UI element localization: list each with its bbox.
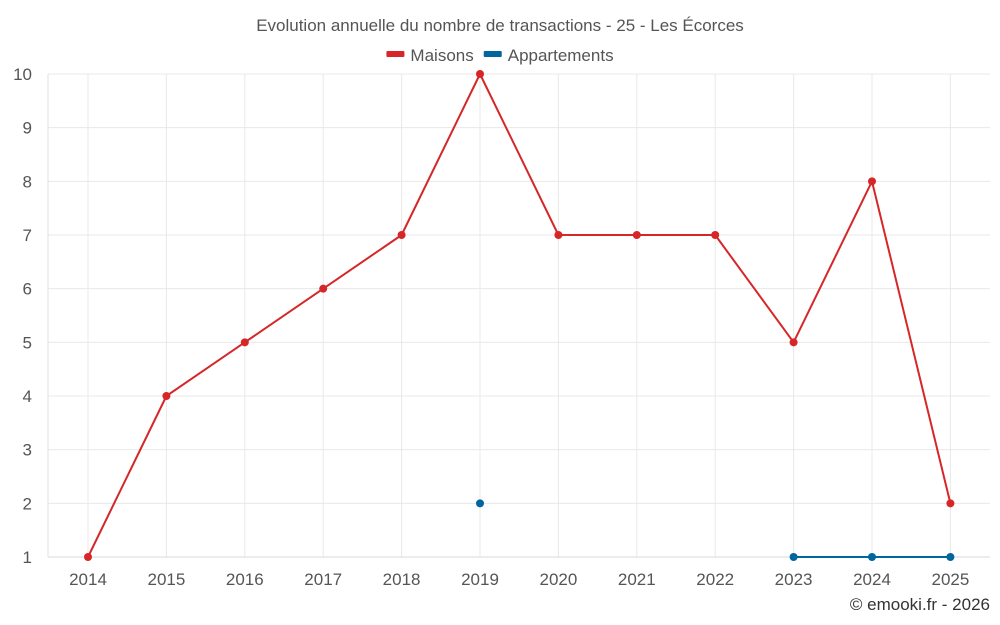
data-point-appartements bbox=[476, 499, 484, 508]
legend-swatch bbox=[483, 51, 502, 57]
credit: © emooki.fr - 2026 bbox=[850, 595, 990, 614]
data-point-maisons bbox=[240, 338, 249, 347]
data-point-maisons bbox=[84, 553, 92, 561]
data-point-maisons bbox=[789, 338, 798, 347]
x-tick-label: 2015 bbox=[147, 570, 185, 589]
data-point-maisons bbox=[868, 177, 876, 186]
y-tick-label: 7 bbox=[23, 226, 32, 245]
data-point-appartements bbox=[946, 553, 955, 561]
x-tick-label: 2016 bbox=[226, 570, 264, 589]
x-tick-label: 2014 bbox=[69, 570, 107, 589]
series-line-maisons bbox=[87, 73, 952, 558]
grid bbox=[47, 73, 990, 558]
chart-title: Evolution annuelle du nombre de transact… bbox=[256, 16, 744, 35]
series-maisons bbox=[84, 70, 955, 561]
y-tick-label: 6 bbox=[23, 280, 32, 299]
series-appartements bbox=[476, 499, 955, 561]
data-point-maisons bbox=[946, 499, 955, 508]
data-point-maisons bbox=[162, 392, 171, 400]
y-tick-label: 3 bbox=[23, 441, 32, 460]
y-tick-label: 10 bbox=[13, 65, 32, 84]
y-tick-label: 1 bbox=[23, 548, 32, 567]
x-tick-label: 2021 bbox=[618, 570, 656, 589]
data-point-maisons bbox=[319, 284, 328, 293]
x-tick-label: 2018 bbox=[383, 570, 421, 589]
y-axis: 1 2 3 4 5 6 7 8 9 10 bbox=[13, 65, 32, 567]
legend-label: Maisons bbox=[410, 46, 473, 65]
x-tick-label: 2019 bbox=[461, 570, 499, 589]
y-tick-label: 2 bbox=[23, 494, 32, 513]
data-point-appartements bbox=[789, 553, 798, 561]
series-group bbox=[84, 70, 955, 561]
data-point-maisons bbox=[554, 231, 563, 239]
legend-item-maisons: Maisons bbox=[386, 46, 474, 65]
y-tick-label: 4 bbox=[23, 387, 32, 406]
x-tick-label: 2017 bbox=[304, 570, 342, 589]
data-point-maisons bbox=[476, 70, 484, 78]
legend: Maisons Appartements bbox=[386, 46, 614, 65]
x-tick-label: 2023 bbox=[775, 570, 813, 589]
y-tick-label: 8 bbox=[23, 172, 32, 191]
data-point-appartements bbox=[868, 553, 876, 561]
legend-swatch bbox=[386, 51, 405, 57]
x-tick-label: 2022 bbox=[696, 570, 734, 589]
x-tick-label: 2024 bbox=[853, 570, 891, 589]
x-axis: 2014 2015 2016 2017 2018 2019 2020 2021 2022 2023… bbox=[69, 570, 969, 589]
y-tick-label: 5 bbox=[23, 333, 32, 352]
legend-label: Appartements bbox=[508, 46, 614, 65]
y-tick-label: 9 bbox=[23, 119, 32, 138]
legend-item-appartements: Appartements bbox=[483, 46, 614, 65]
data-point-maisons bbox=[711, 231, 720, 239]
x-tick-label: 2025 bbox=[931, 570, 969, 589]
data-point-maisons bbox=[632, 231, 641, 239]
data-point-maisons bbox=[397, 231, 406, 239]
x-tick-label: 2020 bbox=[539, 570, 577, 589]
